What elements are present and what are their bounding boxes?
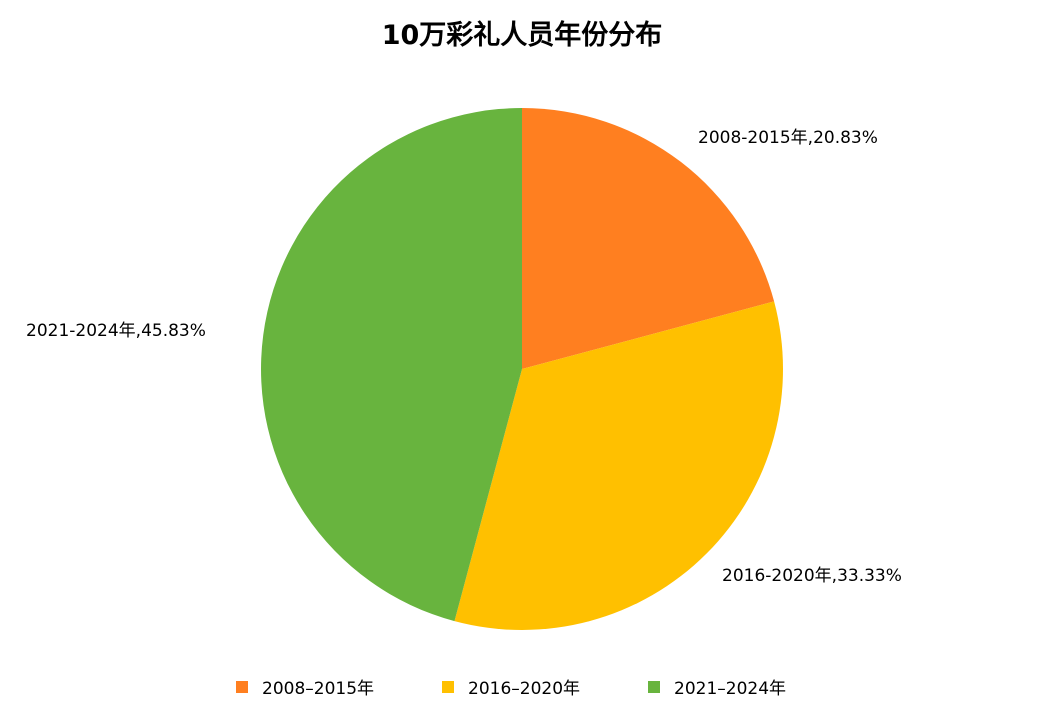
legend-label: 2021–2024年 bbox=[674, 679, 786, 699]
pie-slice bbox=[522, 108, 775, 369]
slice-label: 2008-2015年,20.83% bbox=[698, 128, 878, 148]
legend-swatch bbox=[648, 681, 660, 693]
pie-slices bbox=[261, 108, 783, 630]
legend-swatch bbox=[442, 681, 454, 693]
legend-swatch bbox=[236, 681, 248, 693]
pie-slice bbox=[454, 301, 783, 630]
slice-label: 2021-2024年,45.83% bbox=[26, 321, 206, 341]
legend: 2008–2015年 2016–2020年 2021–2024年 bbox=[236, 679, 786, 699]
chart-title: 10万彩礼人员年份分布 bbox=[382, 19, 663, 51]
slice-labels: 2008-2015年,20.83% 2016-2020年,33.33% 2021-2… bbox=[26, 128, 902, 586]
slice-label: 2016-2020年,33.33% bbox=[722, 566, 902, 586]
legend-label: 2008–2015年 bbox=[262, 679, 374, 699]
pie-slice bbox=[261, 108, 522, 622]
legend-label: 2016–2020年 bbox=[468, 679, 580, 699]
